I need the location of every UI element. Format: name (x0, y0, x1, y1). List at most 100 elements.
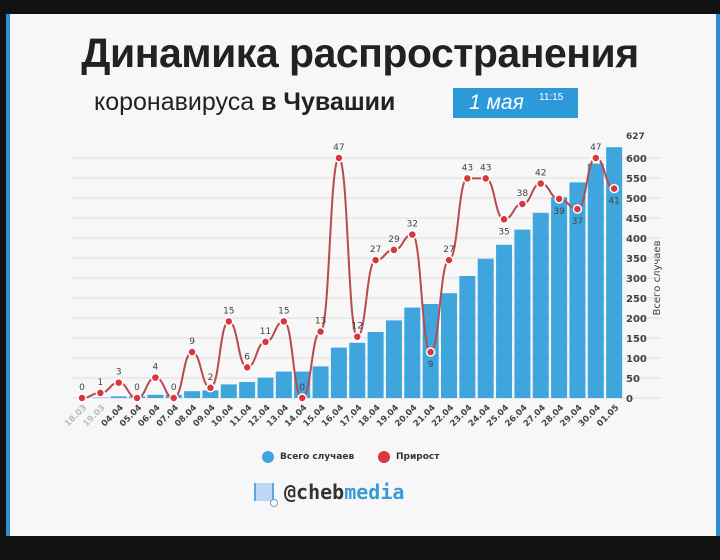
growth-data-label: 6 (244, 352, 250, 362)
growth-data-label: 13 (315, 317, 326, 327)
bar (496, 244, 513, 398)
growth-point (260, 337, 271, 347)
bar (147, 394, 164, 398)
growth-data-label: 39 (553, 207, 565, 217)
growth-point (77, 393, 87, 403)
bar (275, 371, 292, 398)
growth-data-label: 0 (299, 383, 305, 393)
y-tick-label: 150 (626, 334, 647, 345)
bar (367, 332, 384, 398)
legend-growth-label: Прирост (396, 452, 440, 462)
growth-point (480, 173, 491, 184)
growth-data-label: 9 (189, 337, 195, 347)
growth-point (462, 173, 473, 184)
growth-data-label: 27 (443, 245, 454, 255)
growth-point (334, 153, 344, 163)
y-tick-label: 450 (626, 214, 647, 225)
y-tick-label: 500 (626, 194, 647, 205)
y-max-label: 627 (626, 132, 645, 142)
growth-line (81, 156, 615, 400)
growth-point (95, 388, 106, 398)
bar (514, 229, 531, 398)
growth-data-label: 37 (572, 217, 583, 227)
legend-total: Всего случаев (262, 451, 354, 463)
bar (110, 396, 127, 398)
growth-point (370, 255, 381, 265)
growth-point (132, 393, 142, 403)
growth-data-label: 38 (517, 189, 529, 199)
growth-data-label: 0 (79, 383, 85, 393)
bar (349, 342, 366, 398)
growth-data-label: 15 (278, 306, 289, 316)
growth-point (224, 316, 234, 327)
growth-data-label: 42 (535, 169, 546, 179)
legend-growth: Прирост (378, 451, 439, 463)
y-tick-label: 250 (626, 294, 647, 305)
growth-data-label: 12 (352, 322, 363, 332)
growth-point (591, 153, 601, 163)
growth-data-label: 1 (97, 378, 103, 388)
growth-data-label: 0 (134, 383, 140, 393)
logo-suffix: media (344, 480, 405, 504)
growth-data-label: 3 (116, 368, 122, 378)
legend-total-label: Всего случаев (280, 452, 355, 462)
bar (385, 320, 402, 398)
growth-point (536, 178, 546, 189)
y-axis-title: Всего случаев (652, 240, 663, 315)
growth-point (113, 377, 124, 388)
subtitle-a: коронавируса (94, 88, 255, 116)
bar (330, 347, 347, 398)
bar (239, 382, 256, 398)
bar (202, 390, 219, 398)
bar (606, 147, 623, 398)
y-tick-label: 550 (626, 174, 647, 185)
y-tick-label: 200 (626, 314, 647, 325)
growth-data-label: 0 (171, 383, 177, 393)
bar (459, 276, 476, 398)
date: 1 мая (469, 91, 524, 114)
y-tick-label: 600 (626, 154, 647, 165)
growth-point (352, 331, 362, 342)
subtitle: коронавируса в Чувашии (94, 88, 395, 117)
time: 11:15 (539, 92, 564, 103)
bar (220, 384, 237, 398)
growth-data-label: 11 (260, 327, 271, 337)
growth-point (444, 255, 454, 265)
bar (312, 366, 329, 398)
growth-point (499, 214, 509, 225)
growth-point (315, 326, 326, 337)
growth-data-label: 43 (462, 163, 473, 173)
legend-total-swatch (262, 451, 274, 463)
bar (532, 212, 549, 398)
bar (587, 163, 604, 398)
y-tick-label: 400 (626, 234, 647, 245)
growth-point (425, 347, 436, 357)
logo-prefix: @cheb (284, 480, 345, 504)
bar (257, 377, 274, 398)
y-tick-label: 100 (626, 354, 647, 365)
page-title: Динамика распространения (81, 30, 639, 76)
bar (477, 258, 494, 398)
y-tick-label: 0 (626, 394, 633, 405)
growth-point (169, 393, 179, 403)
growth-point (150, 372, 161, 383)
growth-point (554, 194, 564, 204)
growth-point (609, 183, 619, 194)
bar (569, 182, 586, 398)
growth-data-label: 43 (480, 163, 491, 173)
growth-point (407, 229, 418, 240)
growth-data-label: 47 (333, 143, 344, 153)
growth-point (517, 199, 528, 209)
bar (404, 307, 421, 398)
growth-point (187, 347, 197, 357)
growth-data-label: 47 (590, 143, 601, 153)
growth-data-label: 27 (370, 245, 381, 255)
growth-data-label: 4 (153, 363, 159, 373)
growth-point (297, 393, 307, 403)
date-badge: 1 мая 11:15 (453, 88, 578, 118)
growth-data-label: 9 (428, 360, 434, 370)
growth-point (389, 245, 399, 255)
bar (551, 197, 568, 398)
flag-icon (254, 483, 278, 507)
growth-data-label: 35 (498, 227, 509, 237)
